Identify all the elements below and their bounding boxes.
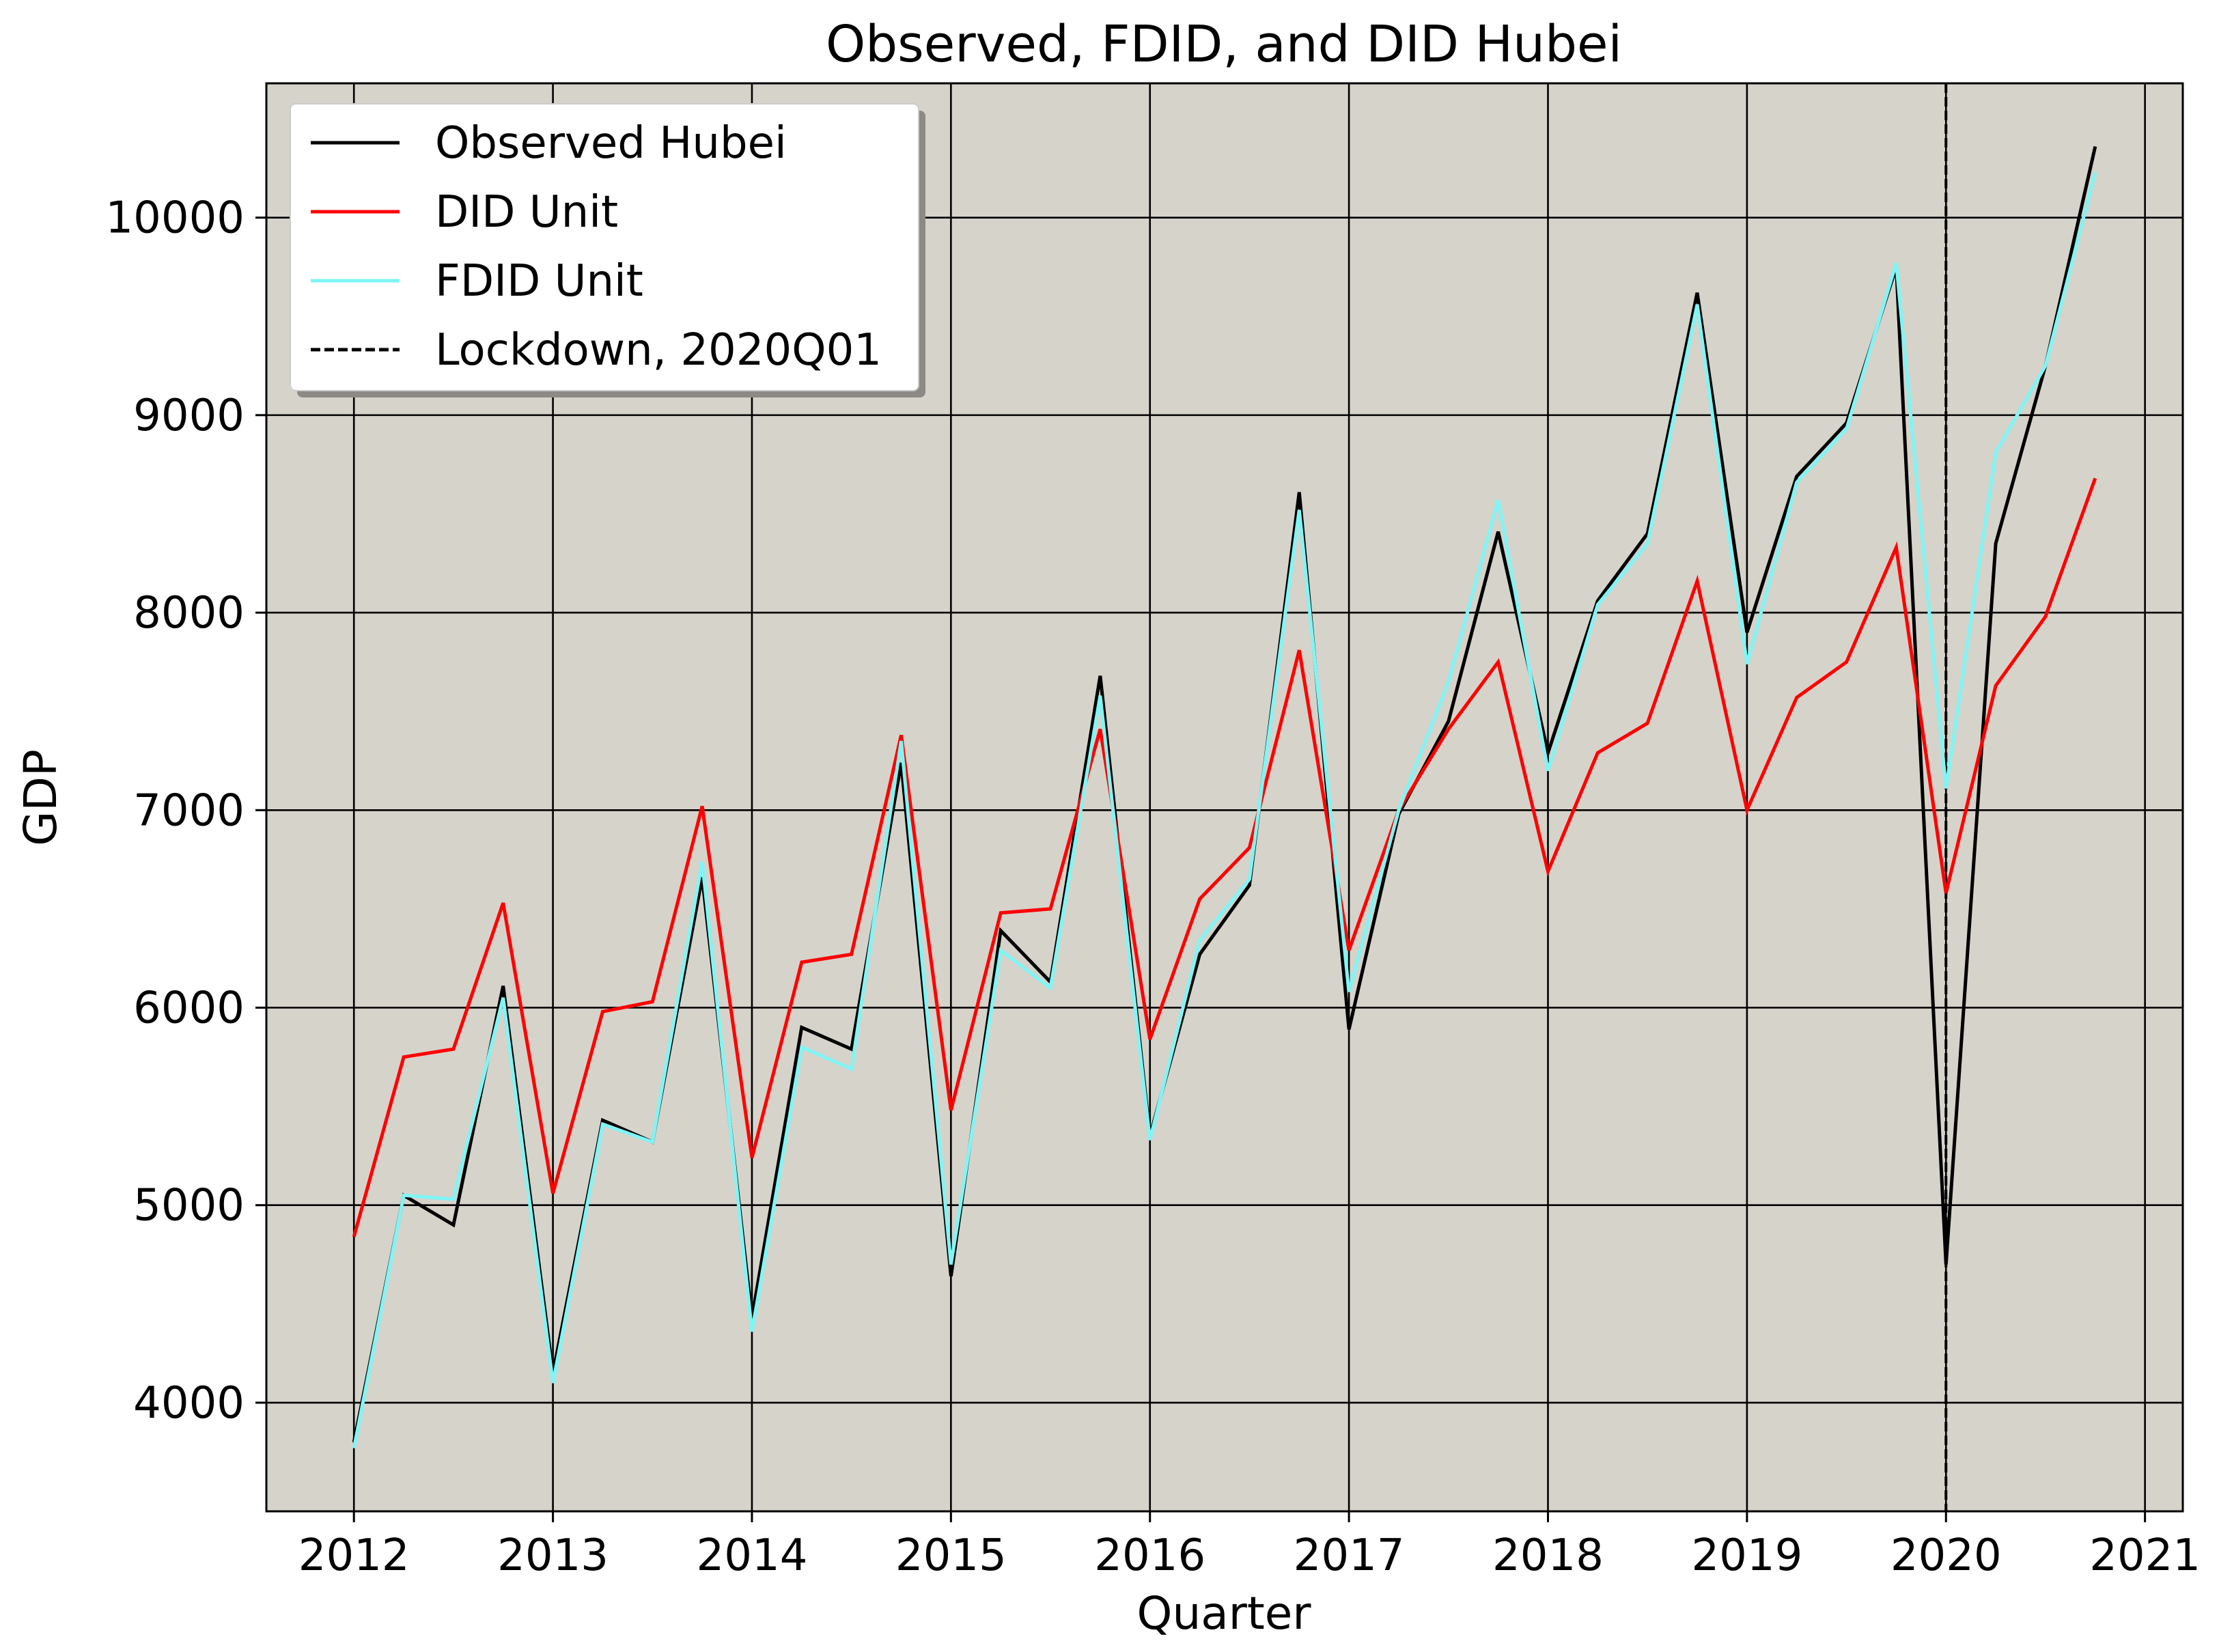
- legend-label: Observed Hubei: [435, 118, 787, 169]
- y-tick-label: 4000: [133, 1378, 245, 1429]
- y-tick-label: 8000: [133, 588, 245, 639]
- x-tick-label: 2019: [1691, 1530, 1802, 1581]
- y-tick-label: 9000: [133, 391, 245, 441]
- x-tick-label: 2016: [1094, 1530, 1205, 1581]
- legend-label: Lockdown, 2020Q01: [435, 325, 882, 376]
- x-tick-label: 2020: [1890, 1530, 2002, 1581]
- x-tick-label: 2021: [2089, 1530, 2201, 1581]
- y-axis-label: GDP: [14, 749, 67, 846]
- plot-frame: [265, 82, 2184, 1513]
- y-tick-label: 6000: [133, 983, 245, 1034]
- x-tick-label: 2012: [298, 1530, 410, 1581]
- series-line-2: [352, 171, 2097, 1448]
- series-line-1: [352, 477, 2097, 1237]
- x-tick-label: 2017: [1294, 1530, 1405, 1581]
- chart-title: Observed, FDID, and DID Hubei: [826, 15, 1622, 74]
- legend-label: DID Unit: [435, 187, 618, 238]
- legend-box: [290, 103, 919, 391]
- x-tick-label: 2018: [1492, 1530, 1604, 1581]
- x-tick-label: 2015: [895, 1530, 1007, 1581]
- y-tick-label: 10000: [105, 193, 245, 244]
- y-tick-label: 5000: [133, 1181, 245, 1231]
- series-layer: [352, 145, 2097, 1448]
- x-axis-label: Quarter: [1137, 1587, 1312, 1640]
- x-tick-label: 2014: [697, 1530, 808, 1581]
- y-tick-label: 7000: [133, 785, 245, 836]
- legend-label: FDID Unit: [435, 256, 643, 307]
- x-tick-label: 2013: [497, 1530, 609, 1581]
- x-axis: 2012 2013 2014 2015 2016 2017 2018 2019 2020 2021: [298, 1511, 2201, 1581]
- legend: Observed Hubei DID Unit FDID Unit Lockdown,…: [290, 103, 925, 397]
- y-axis: 4000 5000 6000 7000 8000 9000 10000: [105, 193, 266, 1429]
